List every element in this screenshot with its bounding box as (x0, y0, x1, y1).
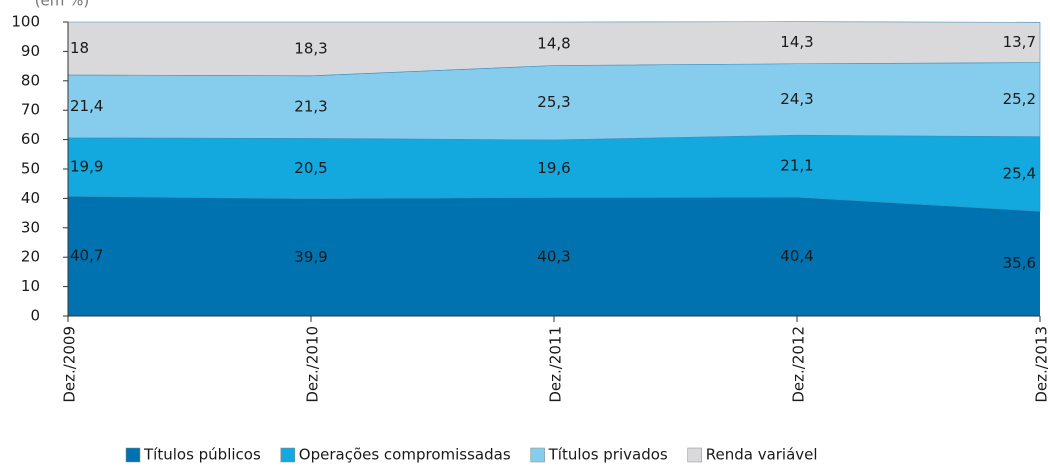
legend-label: Operações compromissadas (299, 446, 511, 464)
data-label: 20,5 (294, 159, 327, 177)
y-tick-label: 50 (21, 160, 40, 178)
y-tick-label: 70 (21, 101, 40, 119)
data-label: 35,6 (1003, 254, 1036, 272)
legend-swatch (530, 447, 545, 463)
y-tick-label: 10 (21, 277, 40, 295)
data-label: 25,2 (1003, 90, 1036, 108)
y-tick-label: 0 (30, 307, 40, 325)
legend-swatch (125, 447, 141, 463)
data-label: 18 (70, 39, 89, 57)
x-tick-label: Dez./2011 (547, 326, 565, 403)
legend-swatch (687, 447, 702, 463)
y-tick-label: 60 (21, 130, 40, 148)
y-tick-label: 90 (21, 42, 40, 60)
x-tick-label: Dez./2009 (61, 326, 79, 403)
area (67, 21, 1041, 77)
data-label: 25,3 (537, 93, 570, 111)
x-tick-label: Dez./2013 (1033, 326, 1050, 403)
data-label: 19,9 (70, 158, 103, 176)
x-tick-label: Dez./2010 (304, 326, 322, 403)
data-label: 21,3 (294, 98, 327, 116)
y-tick-label: 80 (21, 71, 40, 89)
x-tick-label: Dez./2012 (790, 326, 808, 403)
data-label: 18,3 (294, 39, 327, 57)
legend-label: Renda variável (706, 446, 818, 464)
y-axis-label: (em %) (35, 0, 90, 10)
data-label: 24,3 (780, 90, 813, 108)
data-label: 40,7 (70, 247, 103, 265)
y-tick-label: 100 (11, 13, 40, 31)
legend-label: Títulos públicos (143, 446, 261, 464)
data-label: 14,8 (537, 34, 570, 52)
data-label: 21,1 (780, 157, 813, 175)
y-tick-label: 30 (21, 218, 40, 236)
data-label: 13,7 (1003, 33, 1036, 51)
area (68, 196, 1040, 316)
y-tick-label: 40 (21, 189, 40, 207)
data-label: 25,4 (1003, 164, 1036, 182)
data-label: 19,6 (537, 159, 570, 177)
data-label: 40,4 (780, 247, 813, 265)
legend-label: Títulos privados (548, 446, 668, 464)
data-label: 40,3 (537, 247, 570, 265)
data-label: 39,9 (294, 248, 327, 266)
y-tick-label: 20 (21, 248, 40, 266)
legend-swatch (280, 447, 296, 463)
data-label: 14,3 (780, 33, 813, 51)
data-label: 21,4 (70, 97, 103, 115)
